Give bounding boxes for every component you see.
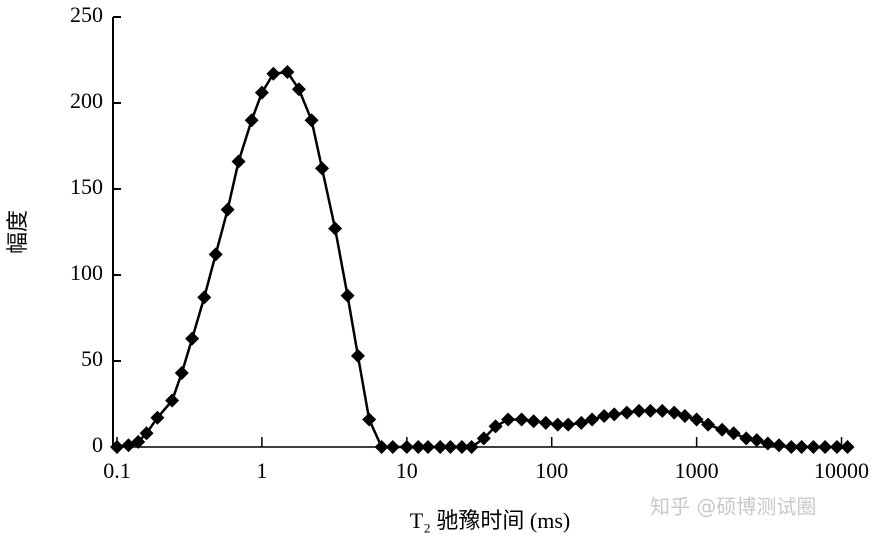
marker	[131, 434, 146, 449]
data-line	[116, 70, 848, 449]
marker	[433, 440, 448, 454]
y-axis-label: 幅度	[5, 210, 30, 254]
marker	[726, 426, 741, 441]
marker	[561, 417, 576, 432]
marker	[689, 412, 704, 427]
x-tick-label: 1000	[675, 458, 719, 483]
marker	[315, 161, 330, 176]
marker	[501, 412, 516, 427]
marker	[585, 412, 600, 427]
marker	[443, 440, 458, 454]
y-tick-label: 100	[70, 260, 103, 285]
marker	[340, 288, 355, 303]
marker	[420, 440, 435, 454]
marker	[197, 290, 212, 305]
marker	[818, 440, 833, 454]
marker	[350, 348, 365, 363]
y-tick-label: 150	[70, 174, 103, 199]
x-tick-label: 1	[256, 458, 267, 483]
marker	[739, 431, 754, 446]
marker	[362, 412, 377, 427]
marker	[231, 154, 246, 169]
marker	[806, 440, 821, 454]
marker	[771, 438, 786, 453]
marker	[374, 440, 389, 454]
x-tick-label: 100	[535, 458, 568, 483]
marker	[304, 113, 319, 128]
marker	[631, 403, 646, 418]
marker	[150, 410, 165, 425]
marker	[794, 440, 809, 454]
marker	[715, 422, 730, 437]
y-tick-label: 200	[70, 88, 103, 113]
marker	[411, 440, 426, 454]
marker	[701, 417, 716, 432]
marker	[749, 433, 764, 448]
x-tick-label: 10	[396, 458, 418, 483]
marker	[550, 417, 565, 432]
y-tick-label: 250	[70, 2, 103, 27]
y-tick-label: 0	[92, 432, 103, 457]
marker	[476, 431, 491, 446]
marker	[597, 409, 612, 424]
marker	[220, 202, 235, 217]
marker	[291, 82, 306, 97]
marker	[454, 440, 469, 454]
marker	[840, 440, 855, 454]
marker	[165, 393, 180, 408]
marker	[667, 405, 682, 420]
marker	[464, 440, 479, 454]
marker	[538, 415, 553, 430]
marker	[280, 65, 295, 80]
marker	[760, 436, 775, 451]
marker	[208, 247, 223, 262]
marker	[784, 440, 799, 454]
marker	[619, 405, 634, 420]
marker	[110, 440, 124, 454]
x-tick-label: 0.1	[103, 458, 131, 483]
x-axis-label: T₂ 驰豫时间 (ms)	[410, 508, 570, 533]
marker	[829, 440, 844, 454]
marker	[174, 366, 189, 381]
x-tick-label: 10000	[814, 458, 869, 483]
marker	[488, 419, 503, 434]
marker	[574, 415, 589, 430]
y-tick-label: 50	[81, 346, 103, 371]
watermark: 知乎 @硕博测试圈	[650, 495, 816, 519]
marker	[385, 440, 400, 454]
marker	[655, 403, 670, 418]
marker	[244, 113, 259, 128]
marker	[328, 221, 343, 236]
marker	[677, 409, 692, 424]
marker	[139, 426, 154, 441]
marker	[266, 66, 281, 81]
marker	[643, 403, 658, 418]
marker	[185, 331, 200, 346]
marker	[526, 414, 541, 429]
marker	[607, 407, 622, 422]
marker	[399, 440, 414, 454]
marker	[514, 412, 529, 427]
marker	[254, 85, 269, 100]
